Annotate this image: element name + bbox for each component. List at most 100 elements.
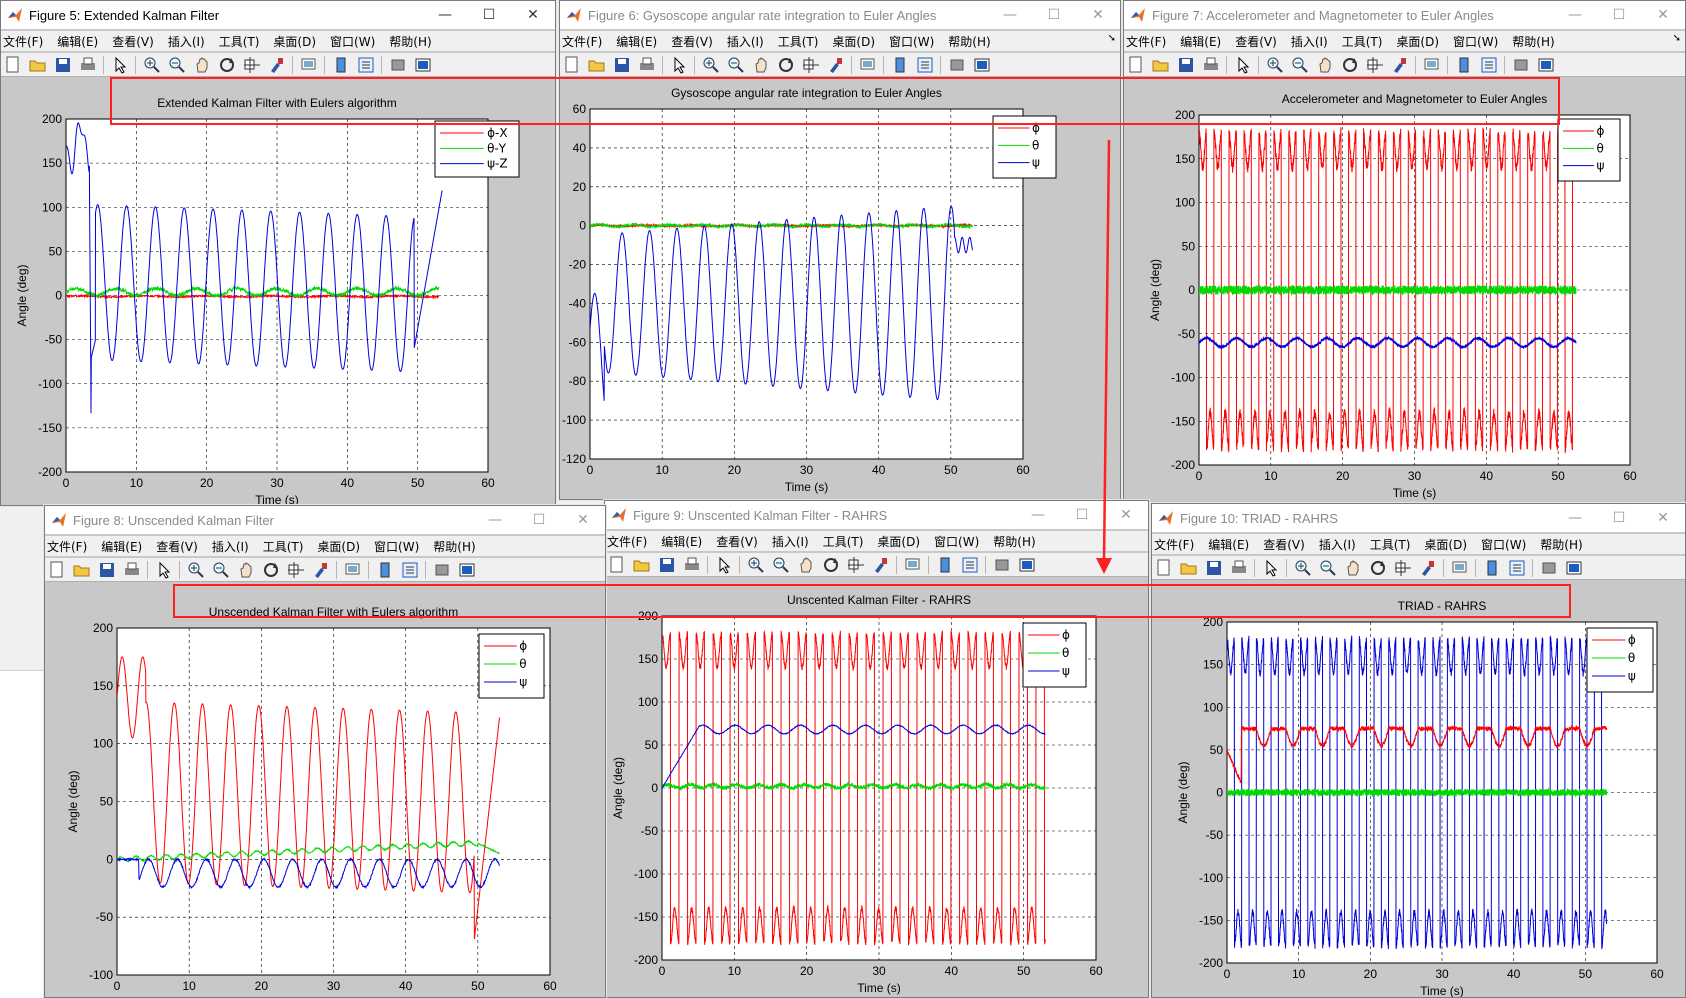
link-icon[interactable]: [903, 555, 923, 575]
figure-7-window[interactable]: Figure 7: Accelerometer and Magnetometer…: [1123, 0, 1686, 506]
close-button[interactable]: ✕: [1120, 507, 1132, 523]
maximize-button[interactable]: ☐: [1612, 510, 1626, 526]
menu-item-4[interactable]: 工具(T): [777, 34, 819, 49]
zoom-out-icon[interactable]: [726, 55, 746, 75]
new-figure-icon[interactable]: [562, 55, 582, 75]
new-figure-icon[interactable]: [1126, 55, 1146, 75]
print-icon[interactable]: [1229, 558, 1249, 578]
legend[interactable]: ϕθψ: [1557, 118, 1621, 182]
title-bar[interactable]: Figure 7: Accelerometer and Magnetometer…: [1124, 1, 1685, 29]
zoom-out-icon[interactable]: [771, 555, 791, 575]
close-button[interactable]: ✕: [1657, 510, 1669, 526]
menu-item-1[interactable]: 编辑(E): [1208, 537, 1250, 552]
link-icon[interactable]: [343, 560, 363, 580]
pan-icon[interactable]: [796, 555, 816, 575]
zoom-out-icon[interactable]: [1318, 558, 1338, 578]
menu-item-1[interactable]: 编辑(E): [616, 34, 658, 49]
legend[interactable]: ϕ-Xθ-Y ψ-Z: [434, 120, 520, 178]
menu-item-5[interactable]: 桌面(D): [877, 534, 921, 549]
zoom-in-icon[interactable]: [746, 555, 766, 575]
pointer-icon[interactable]: [154, 560, 174, 580]
rotate-icon[interactable]: [776, 55, 796, 75]
menubar-overflow-icon[interactable]: ➘: [1672, 33, 1681, 44]
menu-item-2[interactable]: 查看(V): [156, 539, 198, 554]
menu-item-5[interactable]: 桌面(D): [273, 34, 317, 49]
open-icon[interactable]: [28, 55, 48, 75]
brush-icon[interactable]: [311, 560, 331, 580]
menu-item-7[interactable]: 帮助(H): [433, 539, 476, 554]
minimize-button[interactable]: —: [1568, 510, 1582, 526]
pan-icon[interactable]: [1343, 558, 1363, 578]
pan-icon[interactable]: [751, 55, 771, 75]
menu-item-0[interactable]: 文件(F): [1126, 34, 1167, 49]
zoom-in-icon[interactable]: [701, 55, 721, 75]
legend-icon[interactable]: [960, 555, 980, 575]
title-bar[interactable]: Figure 6: Gysoscope angular rate integra…: [560, 1, 1120, 29]
minimize-button[interactable]: —: [1003, 7, 1017, 23]
hide-plot-tools-icon[interactable]: [388, 55, 408, 75]
maximize-button[interactable]: ☐: [482, 7, 496, 23]
menu-item-2[interactable]: 查看(V): [1263, 537, 1305, 552]
new-figure-icon[interactable]: [3, 55, 23, 75]
hide-plot-tools-icon[interactable]: [992, 555, 1012, 575]
brush-icon[interactable]: [1390, 55, 1410, 75]
close-button[interactable]: ✕: [1092, 7, 1104, 23]
brush-icon[interactable]: [871, 555, 891, 575]
menu-item-6[interactable]: 窗口(W): [330, 34, 376, 49]
colorbar-icon[interactable]: [331, 55, 351, 75]
legend[interactable]: ϕθψ: [992, 115, 1057, 179]
menu-item-1[interactable]: 编辑(E): [661, 534, 703, 549]
legend[interactable]: ϕθψ: [1586, 627, 1654, 693]
link-icon[interactable]: [299, 55, 319, 75]
open-icon[interactable]: [632, 555, 652, 575]
pan-icon[interactable]: [236, 560, 256, 580]
pointer-icon[interactable]: [1261, 558, 1281, 578]
figure-10-window[interactable]: Figure 10: TRIAD - RAHRS — ☐ ✕ 文件(F) 编辑(E…: [1151, 503, 1686, 998]
menu-item-0[interactable]: 文件(F): [1154, 537, 1195, 552]
brush-icon[interactable]: [826, 55, 846, 75]
open-icon[interactable]: [1179, 558, 1199, 578]
print-icon[interactable]: [637, 55, 657, 75]
print-icon[interactable]: [1201, 55, 1221, 75]
menu-item-1[interactable]: 编辑(E): [101, 539, 143, 554]
data-cursor-icon[interactable]: [286, 560, 306, 580]
show-plot-tools-icon[interactable]: [1017, 555, 1037, 575]
zoom-out-icon[interactable]: [167, 55, 187, 75]
save-icon[interactable]: [97, 560, 117, 580]
figure-9-window[interactable]: Figure 9: Unscented Kalman Filter - RAHR…: [604, 500, 1149, 998]
legend-icon[interactable]: [915, 55, 935, 75]
menu-item-3[interactable]: 插入(I): [167, 34, 205, 49]
legend-icon[interactable]: [356, 55, 376, 75]
menu-item-0[interactable]: 文件(F): [47, 539, 88, 554]
title-bar[interactable]: Figure 9: Unscented Kalman Filter - RAHR…: [605, 501, 1148, 529]
menu-item-1[interactable]: 编辑(E): [1180, 34, 1222, 49]
show-plot-tools-icon[interactable]: [457, 560, 477, 580]
colorbar-icon[interactable]: [375, 560, 395, 580]
data-cursor-icon[interactable]: [242, 55, 262, 75]
print-icon[interactable]: [122, 560, 142, 580]
brush-icon[interactable]: [267, 55, 287, 75]
menu-item-6[interactable]: 窗口(W): [889, 34, 935, 49]
menu-item-3[interactable]: 插入(I): [211, 539, 249, 554]
colorbar-icon[interactable]: [1482, 558, 1502, 578]
menu-item-6[interactable]: 窗口(W): [1481, 537, 1527, 552]
title-bar[interactable]: Figure 5: Extended Kalman Filter: [1, 1, 555, 29]
legend-icon[interactable]: [1479, 55, 1499, 75]
zoom-out-icon[interactable]: [211, 560, 231, 580]
data-cursor-icon[interactable]: [1365, 55, 1385, 75]
new-figure-icon[interactable]: [607, 555, 627, 575]
menu-item-3[interactable]: 插入(I): [726, 34, 764, 49]
show-plot-tools-icon[interactable]: [1536, 55, 1556, 75]
rotate-icon[interactable]: [1340, 55, 1360, 75]
minimize-button[interactable]: —: [488, 512, 502, 528]
show-plot-tools-icon[interactable]: [413, 55, 433, 75]
pointer-icon[interactable]: [714, 555, 734, 575]
print-icon[interactable]: [78, 55, 98, 75]
minimize-button[interactable]: —: [1568, 7, 1582, 23]
zoom-in-icon[interactable]: [186, 560, 206, 580]
menu-item-2[interactable]: 查看(V): [716, 534, 758, 549]
maximize-button[interactable]: ☐: [1612, 7, 1626, 23]
menu-item-0[interactable]: 文件(F): [3, 34, 44, 49]
open-icon[interactable]: [72, 560, 92, 580]
menu-item-7[interactable]: 帮助(H): [1512, 34, 1555, 49]
